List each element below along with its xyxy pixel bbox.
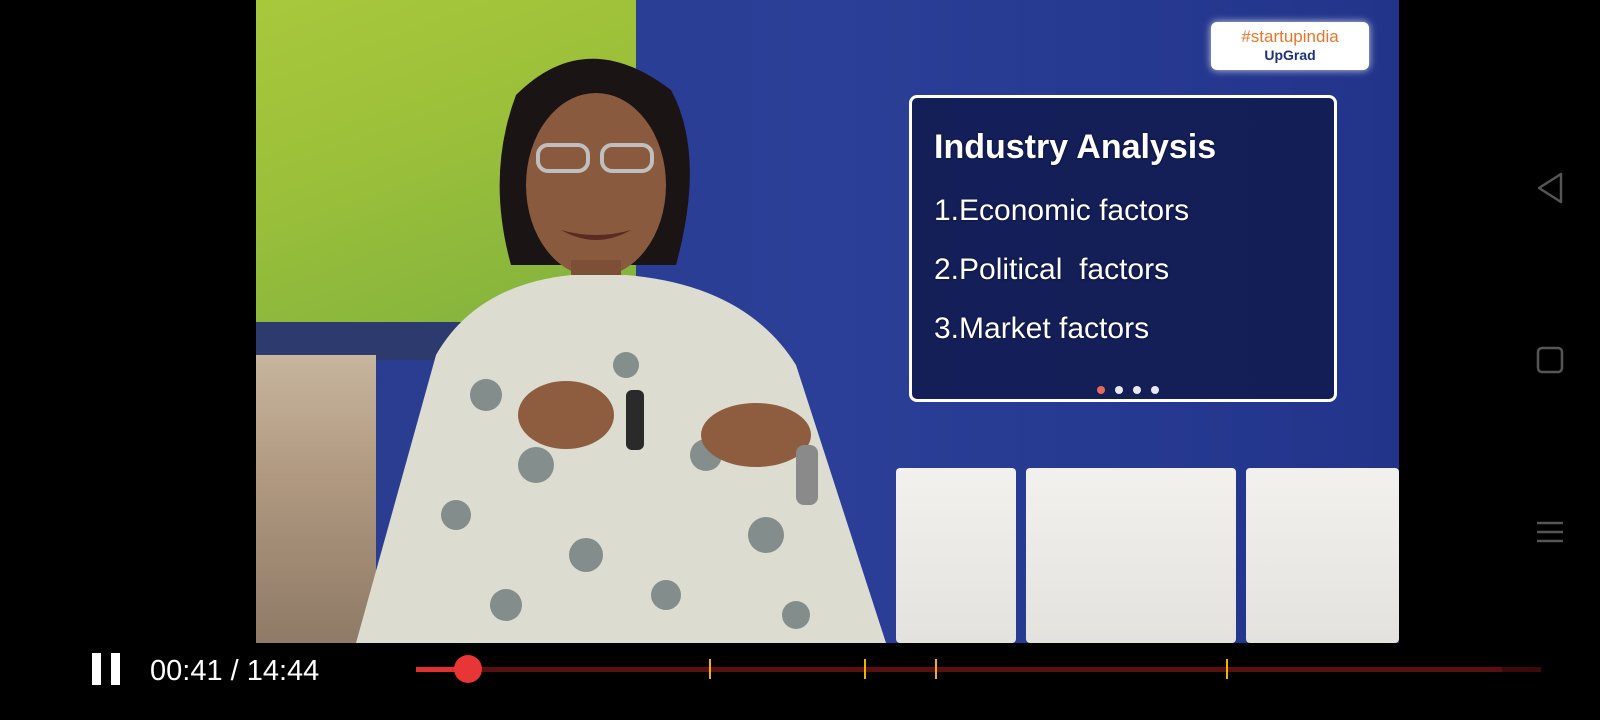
system-navigation-bar <box>1520 0 1580 720</box>
slide-item: 1.Economic factors <box>934 194 1190 227</box>
seek-buffered <box>416 667 1502 672</box>
seek-thumb[interactable] <box>453 655 482 683</box>
slide-item: 2.Political factors <box>934 253 1170 286</box>
video-frame[interactable]: #startupindia UpGrad Industry Analysis 1… <box>256 0 1399 643</box>
recents-button[interactable] <box>1530 512 1570 552</box>
slide-dot <box>1151 386 1159 394</box>
background-shelf <box>256 355 376 643</box>
home-button[interactable] <box>1530 340 1570 380</box>
slide-dot-active <box>1097 386 1105 394</box>
slide-title: Industry Analysis <box>934 128 1217 166</box>
logo-text-startupindia: #startupindia <box>1241 27 1339 46</box>
chapter-mark <box>1226 659 1228 679</box>
pause-icon <box>92 653 101 685</box>
back-button[interactable] <box>1530 168 1570 208</box>
chapter-mark <box>708 659 711 679</box>
recents-icon <box>1537 521 1563 543</box>
logo-text-upgrad: UpGrad <box>1264 47 1316 63</box>
chapter-mark <box>863 659 866 679</box>
pause-icon <box>111 653 120 685</box>
player-controls: 00:41 / 14:44 <box>0 643 1600 720</box>
back-icon <box>1537 172 1563 204</box>
seek-played <box>416 667 468 672</box>
slide-dot <box>1115 386 1123 394</box>
background-box <box>1246 468 1399 643</box>
seek-bar[interactable] <box>416 655 1541 683</box>
background-box <box>1026 468 1236 643</box>
home-icon <box>1536 346 1564 374</box>
presenter-figure <box>356 58 886 643</box>
slide-dot <box>1133 386 1141 394</box>
startupindia-upgrad-logo: #startupindia UpGrad <box>1211 22 1369 70</box>
pause-button[interactable] <box>92 653 122 685</box>
slide-card: Industry Analysis 1.Economic factors 2.P… <box>909 95 1337 402</box>
slide-item: 3.Market factors <box>934 312 1150 345</box>
background-boxes <box>896 468 1399 643</box>
slide-pagination-dots <box>1097 386 1159 394</box>
time-display: 00:41 / 14:44 <box>150 655 320 687</box>
chapter-mark <box>934 659 937 679</box>
background-box <box>896 468 1016 643</box>
